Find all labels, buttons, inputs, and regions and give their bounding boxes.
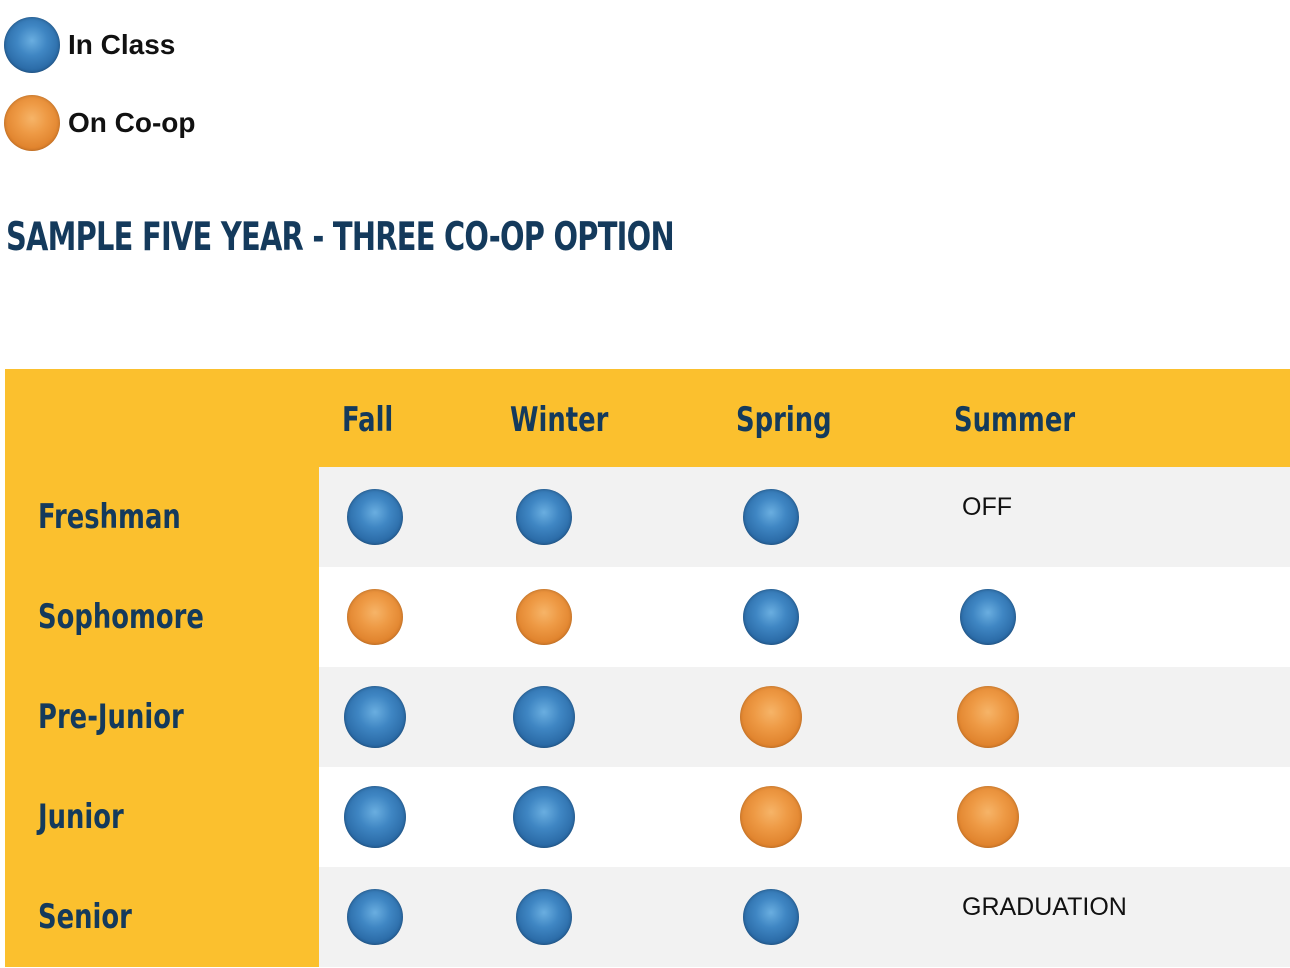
schedule-row: Senior GRADUATION: [5, 867, 1290, 967]
on-coop-sphere-icon: [516, 589, 572, 645]
in-class-sphere-icon: [513, 686, 575, 748]
row-cells: [319, 667, 1290, 767]
year-label: Senior: [38, 897, 132, 937]
year-label: Junior: [38, 797, 124, 837]
season-header-winter: Winter: [510, 400, 609, 440]
year-label: Pre-Junior: [38, 697, 184, 737]
on-coop-sphere-icon: [347, 589, 403, 645]
page-title: SAMPLE FIVE YEAR - THREE CO-OP OPTION: [6, 215, 675, 260]
schedule-row: Pre-Junior: [5, 667, 1290, 767]
legend-in-class-label: In Class: [68, 29, 176, 60]
season-header-summer: Summer: [954, 400, 1076, 440]
legend-on-coop: On Co-op: [4, 95, 196, 151]
in-class-sphere-icon: [743, 589, 799, 645]
in-class-sphere-icon: [344, 686, 406, 748]
in-class-sphere-icon: [960, 589, 1016, 645]
in-class-sphere-icon: [347, 489, 403, 545]
schedule-cell-text: OFF: [962, 493, 1012, 521]
schedule-row: Sophomore: [5, 567, 1290, 667]
legend-on-coop-label: On Co-op: [68, 107, 196, 138]
in-class-sphere-icon: [513, 786, 575, 848]
on-coop-sphere-icon: [740, 686, 802, 748]
orange-sphere-icon: [4, 95, 60, 151]
season-header-fall: Fall: [342, 400, 394, 440]
row-cells: OFF: [319, 467, 1290, 567]
legend-in-class: In Class: [4, 17, 175, 73]
year-label: Sophomore: [38, 597, 204, 637]
in-class-sphere-icon: [516, 889, 572, 945]
year-label: Freshman: [38, 497, 181, 537]
on-coop-sphere-icon: [957, 786, 1019, 848]
schedule-row: Freshman OFF: [5, 467, 1290, 567]
row-cells: [319, 567, 1290, 667]
in-class-sphere-icon: [347, 889, 403, 945]
on-coop-sphere-icon: [740, 786, 802, 848]
in-class-sphere-icon: [743, 489, 799, 545]
in-class-sphere-icon: [743, 889, 799, 945]
in-class-sphere-icon: [516, 489, 572, 545]
schedule-row: Junior: [5, 767, 1290, 867]
season-header-row: Fall Winter Spring Summer: [5, 369, 1290, 467]
schedule-cell-text: GRADUATION: [962, 893, 1127, 921]
season-header-spring: Spring: [736, 400, 832, 440]
schedule-body: Freshman OFF Sophomore Pre-Junior Junior Seni…: [5, 467, 1290, 967]
in-class-sphere-icon: [344, 786, 406, 848]
schedule-table: Fall Winter Spring Summer Freshman OFF Sop…: [5, 369, 1290, 967]
on-coop-sphere-icon: [957, 686, 1019, 748]
blue-sphere-icon: [4, 17, 60, 73]
row-cells: [319, 767, 1290, 867]
row-cells: GRADUATION: [319, 867, 1290, 967]
